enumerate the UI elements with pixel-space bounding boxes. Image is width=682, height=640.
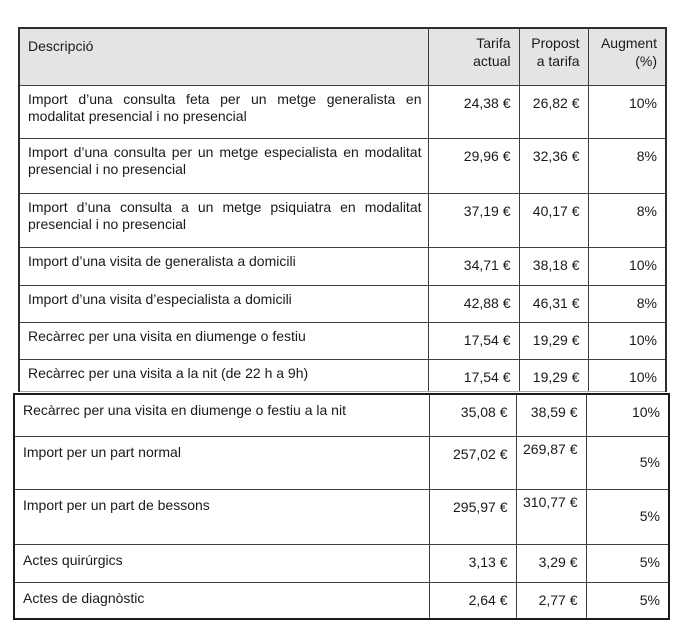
table-row: Recàrrec per una visita a la nit (de 22 … xyxy=(18,358,667,392)
augment-cell: 10% xyxy=(587,246,667,286)
table-row: Import per un part normal 257,02 € 269,8… xyxy=(13,435,670,490)
proposta-tarifa-cell: 3,29 € xyxy=(515,543,587,583)
description-cell: Recàrrec per una visita en diumenge o fe… xyxy=(18,321,429,360)
header-descripcio: Descripció xyxy=(18,27,429,86)
tarifa-actual-cell: 2,64 € xyxy=(428,581,517,620)
tarifa-actual-cell: 257,02 € xyxy=(428,435,517,490)
tarifa-actual-cell: 17,54 € xyxy=(427,321,520,360)
proposta-tarifa-cell: 19,29 € xyxy=(518,321,589,360)
proposta-tarifa-cell: 19,29 € xyxy=(518,358,589,392)
description-cell: Actes de diagnòstic xyxy=(13,581,430,620)
augment-cell: 8% xyxy=(587,137,667,194)
table-row: Import d’una consulta feta per un metge … xyxy=(18,84,667,139)
table-row: Import per un part de bessons 295,97 € 3… xyxy=(13,488,670,545)
tarifa-actual-cell: 24,38 € xyxy=(427,84,520,139)
augment-cell: 5% xyxy=(585,488,670,545)
augment-cell: 10% xyxy=(585,393,670,437)
tarifa-actual-cell: 37,19 € xyxy=(427,192,520,248)
tarifa-actual-cell: 34,71 € xyxy=(427,246,520,286)
tariff-table-secondary: Recàrrec per una visita en diumenge o fe… xyxy=(13,393,670,620)
tarifa-actual-cell: 29,96 € xyxy=(427,137,520,194)
header-augment: Augment (%) xyxy=(587,27,667,86)
description-cell: Actes quirúrgics xyxy=(13,543,430,583)
proposta-tarifa-cell: 26,82 € xyxy=(518,84,589,139)
header-tarifa-actual: Tarifa actual xyxy=(427,27,520,86)
augment-cell: 8% xyxy=(587,284,667,323)
description-cell: Import d’una consulta feta per un metge … xyxy=(18,84,429,139)
table-row: Import d’una visita d’especialista a dom… xyxy=(18,284,667,323)
description-cell: Import d’una visita de generalista a dom… xyxy=(18,246,429,286)
augment-cell: 5% xyxy=(585,581,670,620)
proposta-tarifa-cell: 269,87 € xyxy=(515,435,587,490)
augment-cell: 8% xyxy=(587,192,667,248)
tarifa-actual-cell: 17,54 € xyxy=(427,358,520,392)
proposta-tarifa-cell: 38,18 € xyxy=(518,246,589,286)
description-cell: Import per un part normal xyxy=(13,435,430,490)
description-cell: Import d’una visita d’especialista a dom… xyxy=(18,284,429,323)
description-cell: Recàrrec per una visita en diumenge o fe… xyxy=(13,393,430,437)
augment-cell: 10% xyxy=(587,321,667,360)
augment-cell: 5% xyxy=(585,543,670,583)
table-row: Actes de diagnòstic 2,64 € 2,77 € 5% xyxy=(13,581,670,620)
description-cell: Import d’una consulta a un metge psiquia… xyxy=(18,192,429,248)
augment-cell: 10% xyxy=(587,358,667,392)
tarifa-actual-cell: 42,88 € xyxy=(427,284,520,323)
table-row: Recàrrec per una visita en diumenge o fe… xyxy=(13,393,670,437)
tarifa-actual-cell: 295,97 € xyxy=(428,488,517,545)
description-cell: Recàrrec per una visita a la nit (de 22 … xyxy=(18,358,429,392)
table-row: Import d’una consulta a un metge psiquia… xyxy=(18,192,667,248)
header-proposta-tarifa: Propost a tarifa xyxy=(518,27,589,86)
table-header-row: Descripció Tarifa actual Propost a tarif… xyxy=(18,27,667,86)
proposta-tarifa-cell: 40,17 € xyxy=(518,192,589,248)
table-row: Recàrrec per una visita en diumenge o fe… xyxy=(18,321,667,360)
tariff-table-main: Descripció Tarifa actual Propost a tarif… xyxy=(18,27,667,392)
table-row: Actes quirúrgics 3,13 € 3,29 € 5% xyxy=(13,543,670,583)
proposta-tarifa-cell: 46,31 € xyxy=(518,284,589,323)
description-cell: Import per un part de bessons xyxy=(13,488,430,545)
proposta-tarifa-cell: 32,36 € xyxy=(518,137,589,194)
table-row: Import d’una consulta per un metge espec… xyxy=(18,137,667,194)
proposta-tarifa-cell: 310,77 € xyxy=(515,488,587,545)
proposta-tarifa-cell: 38,59 € xyxy=(515,393,587,437)
description-cell: Import d’una consulta per un metge espec… xyxy=(18,137,429,194)
tarifa-actual-cell: 3,13 € xyxy=(428,543,517,583)
table-row: Import d’una visita de generalista a dom… xyxy=(18,246,667,286)
augment-cell: 5% xyxy=(585,435,670,490)
tarifa-actual-cell: 35,08 € xyxy=(428,393,517,437)
proposta-tarifa-cell: 2,77 € xyxy=(515,581,587,620)
augment-cell: 10% xyxy=(587,84,667,139)
